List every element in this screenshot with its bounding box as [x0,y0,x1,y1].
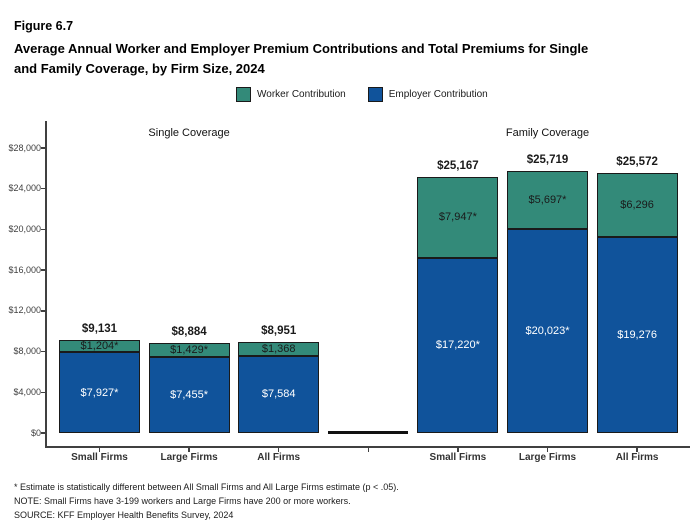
total-value-label-single-coverage-all-firms: $8,951 [261,324,297,337]
y-axis-tick [41,187,47,190]
x-axis-tick [636,447,638,452]
legend-item-employer-contribution: Employer Contribution [367,87,488,102]
figure-title-line1: Average Annual Worker and Employer Premi… [14,41,589,56]
legend-label: Worker Contribution [257,89,346,100]
bar-segment-employer-single-coverage-large-firms: $7,455* [148,357,230,433]
y-axis-tick-label: $0 [30,427,41,438]
bar-single-coverage-small-firms: $1,204* $7,927* [59,340,140,433]
x-axis-category-label-family-coverage-small-firms: Small Firms [429,452,487,463]
x-axis-tick [188,447,190,452]
group-header-family-coverage: Family Coverage [505,127,590,139]
employer-value-label: $7,584 [261,388,296,401]
figure-title-line2: and Family Coverage, by Firm Size, 2024 [14,61,265,76]
x-axis-tick [98,447,101,452]
x-axis-category-label-family-coverage-large-firms: Large Firms [518,452,577,463]
x-axis-tick [367,447,370,452]
y-axis-tick-label: $28,000 [8,142,41,153]
employer-value-label: $17,220* [435,339,480,352]
bar-segment-worker-family-coverage-large-firms: $5,697* [507,171,588,230]
bar-family-coverage-all-firms: $6,296 $19,276 [596,172,678,433]
legend-swatch-worker-contribution [236,87,251,102]
x-axis-tick [277,447,280,452]
y-axis-tick-label: $12,000 [8,305,41,316]
total-value-label-single-coverage-small-firms: $9,131 [81,323,118,336]
bar-single-coverage-large-firms: $1,429* $7,455* [148,342,230,433]
x-axis-tick [457,447,459,452]
employer-value-label: $20,023* [525,325,570,338]
y-axis-tick [41,350,47,353]
legend-swatch-employer-contribution [367,87,383,102]
bar-segment-employer-single-coverage-small-firms: $7,927* [59,352,140,433]
footnote-note: NOTE: Small Firms have 3-199 workers and… [14,496,351,506]
x-axis-category-label-family-coverage-all-firms: All Firms [615,452,659,463]
total-value-label-family-coverage-all-firms: $25,572 [616,155,658,168]
employer-value-label: $19,276 [617,328,657,341]
bar-segment-employer-single-coverage-all-firms: $7,584 [238,355,320,433]
y-axis-tick-label: $4,000 [13,386,41,397]
y-axis-tick [41,310,47,312]
total-value-label-single-coverage-large-firms: $8,884 [171,325,207,338]
x-axis-category-label-single-coverage-large-firms: Large Firms [160,452,218,463]
worker-value-label: $7,947* [438,211,477,224]
bar-segment-employer-family-coverage-large-firms: $20,023* [507,229,588,433]
y-axis-tick-label: $24,000 [8,183,41,194]
bar-segment-worker-single-coverage-large-firms: $1,429* [148,342,230,358]
y-axis-tick-label: $20,000 [8,223,41,234]
footnote-source: SOURCE: KFF Employer Health Benefits Sur… [14,510,234,520]
x-axis-line [45,446,690,448]
x-axis-category-label-single-coverage-small-firms: Small Firms [71,452,128,463]
bar-segment-employer-family-coverage-all-firms: $19,276 [596,236,678,433]
worker-value-label: $5,697* [528,194,567,207]
bar-segment-worker-single-coverage-all-firms: $1,368 [238,341,320,356]
chart-legend: Worker Contribution Employer Contribution [236,87,510,102]
legend-item-worker-contribution: Worker Contribution [236,87,346,102]
empty-category-baseline [328,431,409,434]
employer-value-label: $7,927* [80,386,119,399]
y-axis-tick [41,228,47,231]
y-axis-tick [41,147,47,149]
bar-single-coverage-all-firms: $1,368 $7,584 [238,341,320,433]
total-value-label-family-coverage-large-firms: $25,719 [526,154,569,167]
bar-segment-employer-family-coverage-small-firms: $17,220* [417,257,499,433]
y-axis-tick-label: $8,000 [13,346,41,357]
worker-value-label: $1,429* [170,343,209,356]
bar-segment-worker-family-coverage-all-firms: $6,296 [596,172,678,237]
y-axis-tick-label: $16,000 [8,264,41,275]
bar-family-coverage-large-firms: $5,697* $20,023* [507,171,588,433]
y-axis-tick [41,432,47,434]
x-axis-category-label-single-coverage-all-firms: All Firms [257,452,301,463]
employer-value-label: $7,455* [170,389,209,402]
worker-value-label: $1,204* [80,340,119,353]
bar-family-coverage-small-firms: $7,947* $17,220* [417,176,499,433]
bar-segment-worker-single-coverage-small-firms: $1,204* [59,340,140,353]
x-axis-tick [546,447,549,452]
figure-number: Figure 6.7 [14,19,74,33]
group-header-single-coverage: Single Coverage [148,127,230,139]
y-axis-line [45,121,47,447]
worker-value-label: $6,296 [620,198,654,211]
y-axis-tick [41,391,47,394]
bar-segment-worker-family-coverage-small-firms: $7,947* [417,176,499,258]
worker-value-label: $1,368 [261,342,296,355]
legend-label: Employer Contribution [388,89,488,100]
total-value-label-family-coverage-small-firms: $25,167 [437,159,479,172]
y-axis-tick [41,269,47,271]
footnote-significance: * Estimate is statistically different be… [14,482,399,492]
